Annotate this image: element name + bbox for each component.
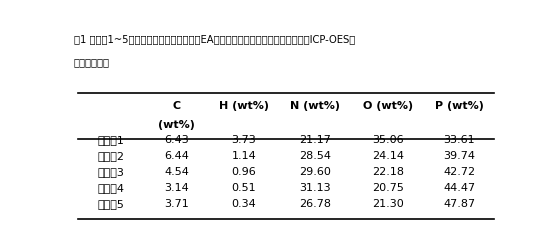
- Text: 31.13: 31.13: [299, 182, 331, 192]
- Text: P (wt%): P (wt%): [435, 100, 484, 110]
- Text: 26.78: 26.78: [299, 198, 331, 208]
- Text: 22.18: 22.18: [372, 166, 404, 176]
- Text: 3.73: 3.73: [232, 135, 256, 145]
- Text: 28.54: 28.54: [299, 150, 331, 160]
- Text: 实施例3: 实施例3: [98, 166, 125, 176]
- Text: 47.87: 47.87: [443, 198, 475, 208]
- Text: 实施例5: 实施例5: [98, 198, 125, 208]
- Text: 39.74: 39.74: [443, 150, 475, 160]
- Text: 实施例2: 实施例2: [98, 150, 125, 160]
- Text: 29.60: 29.60: [299, 166, 331, 176]
- Text: 24.14: 24.14: [372, 150, 404, 160]
- Text: 35.06: 35.06: [372, 135, 403, 145]
- Text: 42.72: 42.72: [443, 166, 475, 176]
- Text: 21.17: 21.17: [299, 135, 331, 145]
- Text: O (wt%): O (wt%): [363, 100, 413, 110]
- Text: 1.14: 1.14: [232, 150, 256, 160]
- Text: 0.96: 0.96: [232, 166, 256, 176]
- Text: 0.34: 0.34: [232, 198, 256, 208]
- Text: 测试结果汇总: 测试结果汇总: [74, 57, 110, 67]
- Text: C: C: [172, 100, 181, 110]
- Text: 21.30: 21.30: [372, 198, 403, 208]
- Text: 6.44: 6.44: [164, 150, 189, 160]
- Text: 0.51: 0.51: [232, 182, 256, 192]
- Text: 4.54: 4.54: [164, 166, 189, 176]
- Text: 实施例1: 实施例1: [98, 135, 125, 145]
- Text: N (wt%): N (wt%): [290, 100, 340, 110]
- Text: 20.75: 20.75: [372, 182, 404, 192]
- Text: 33.61: 33.61: [443, 135, 475, 145]
- Text: H (wt%): H (wt%): [219, 100, 269, 110]
- Text: 6.43: 6.43: [164, 135, 189, 145]
- Text: 表1 实施例1~5制得的材料有机元素分析（EA）和电感耦合等离子体发射光谱仪（ICP-OES）: 表1 实施例1~5制得的材料有机元素分析（EA）和电感耦合等离子体发射光谱仪（I…: [74, 34, 355, 44]
- Text: (wt%): (wt%): [158, 120, 195, 130]
- Text: 实施例4: 实施例4: [98, 182, 125, 192]
- Text: 3.14: 3.14: [164, 182, 189, 192]
- Text: 3.71: 3.71: [164, 198, 189, 208]
- Text: 44.47: 44.47: [443, 182, 475, 192]
